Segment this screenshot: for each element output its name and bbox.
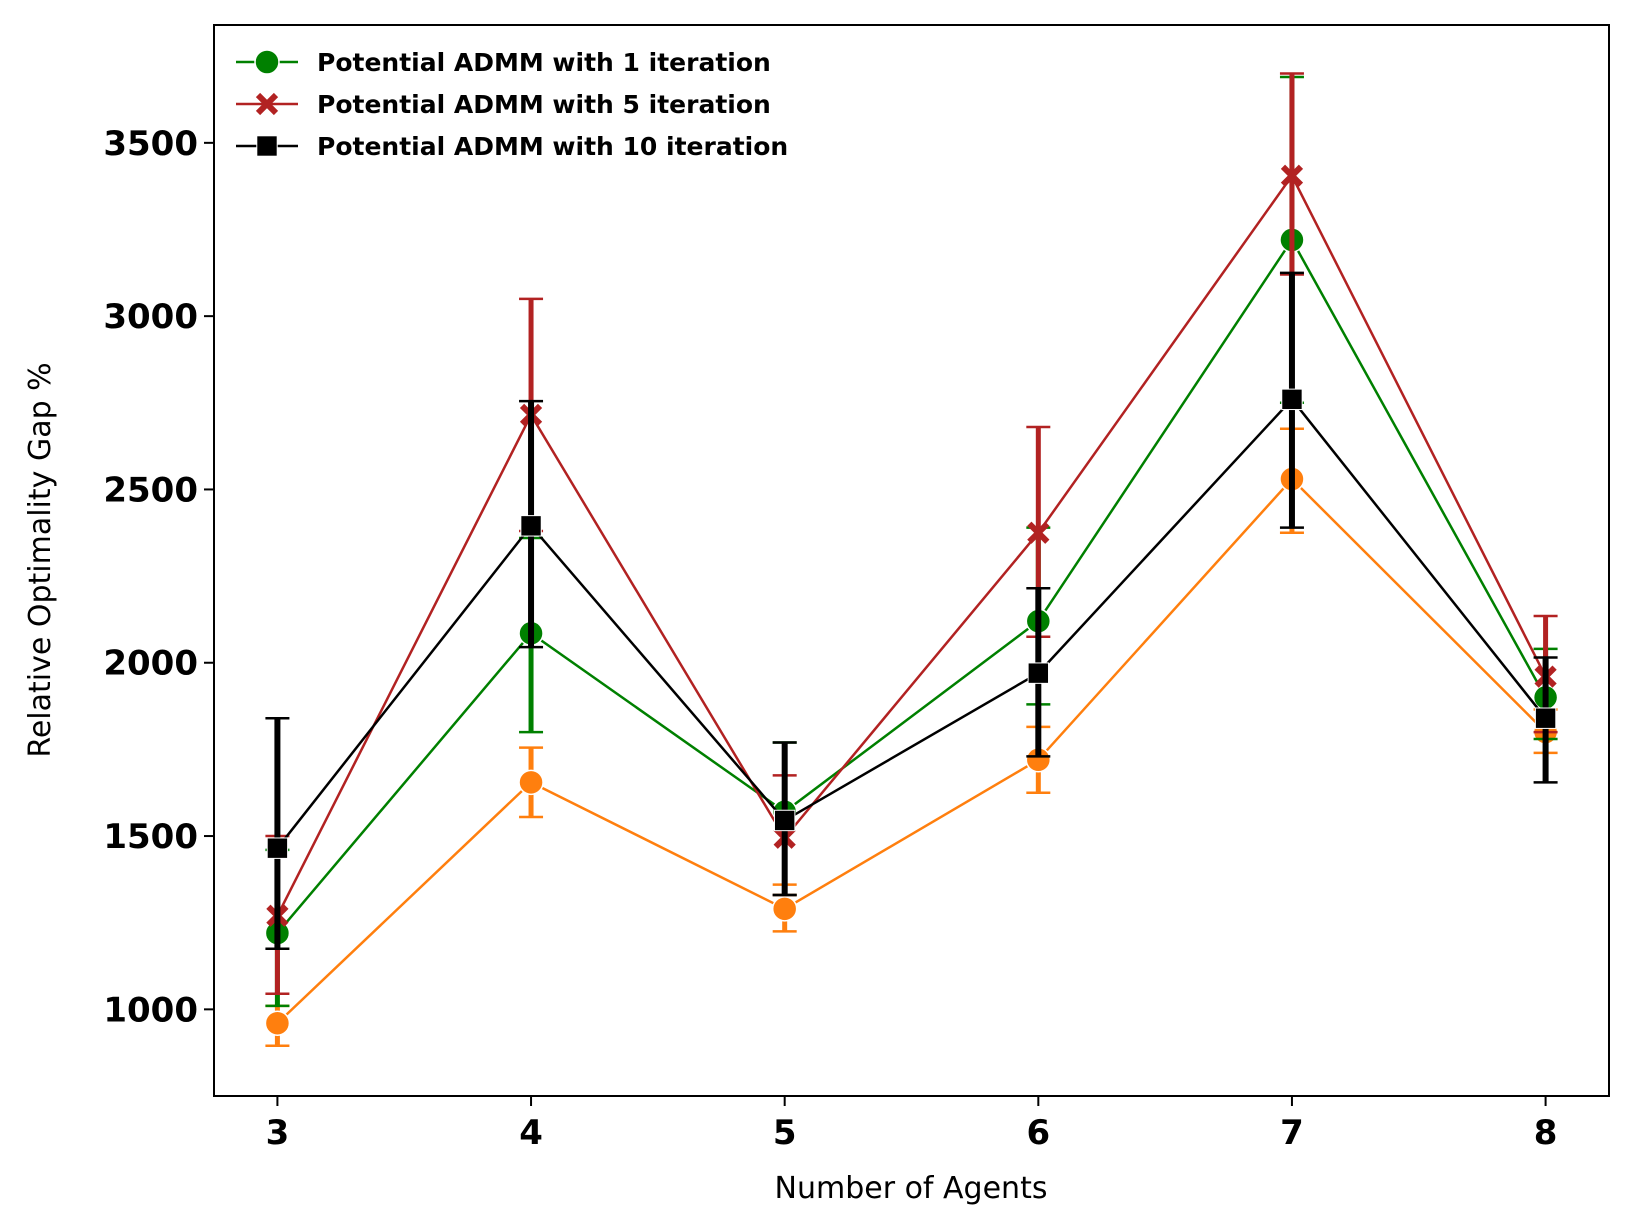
y-tick-label: 2000 [103, 644, 198, 684]
legend-marker [256, 135, 278, 157]
data-point [520, 515, 542, 537]
data-point [518, 769, 544, 796]
data-point [266, 837, 289, 859]
x-axis-label: Number of Agents [775, 1171, 1048, 1206]
legend-marker [254, 49, 280, 75]
x-tick-label: 6 [1026, 1113, 1050, 1153]
series-group [265, 271, 1558, 950]
series-line [276, 237, 1547, 934]
y-tick-label: 1000 [103, 990, 198, 1030]
y-tick-label: 1500 [103, 817, 198, 857]
series-layer [264, 72, 1559, 1047]
series-line [276, 173, 1547, 917]
y-axis: 1000 1500 2000 2500 3000 3500 [103, 124, 214, 1030]
legend-label: Potential ADMM with 5 iteration [317, 90, 771, 119]
x-axis: 3 4 5 6 7 8 [266, 1096, 1558, 1153]
data-point [264, 1010, 291, 1036]
data-point [1027, 662, 1050, 684]
x-tick-label: 8 [1534, 1113, 1558, 1153]
x-tick-label: 7 [1280, 1113, 1304, 1153]
data-point [1280, 164, 1304, 187]
x-tick-label: 4 [519, 1113, 543, 1153]
data-point [1534, 707, 1557, 729]
data-point [1027, 521, 1050, 544]
legend-marker [255, 92, 279, 116]
x-tick-label: 3 [266, 1113, 290, 1153]
plot-frame [213, 24, 1610, 1097]
data-point [1281, 388, 1303, 411]
x-tick-label: 5 [773, 1113, 797, 1153]
legend-item: Potential ADMM with 10 iteration [236, 132, 788, 161]
y-tick-label: 2500 [103, 470, 198, 510]
data-point [773, 809, 796, 832]
legend-item: Potential ADMM with 1 iteration [236, 48, 771, 77]
legend-label: Potential ADMM with 1 iteration [317, 48, 771, 77]
y-axis-label: Relative Optimality Gap % [23, 362, 58, 757]
legend-item: Potential ADMM with 5 iteration [236, 90, 771, 119]
series-line [276, 477, 1547, 1025]
legend-label: Potential ADMM with 10 iteration [317, 132, 788, 161]
y-tick-label: 3500 [103, 124, 198, 164]
data-point [771, 896, 798, 922]
series-line [276, 397, 1547, 849]
y-tick-label: 3000 [103, 297, 198, 337]
legend: Potential ADMM with 1 iteration Potential… [236, 48, 788, 161]
